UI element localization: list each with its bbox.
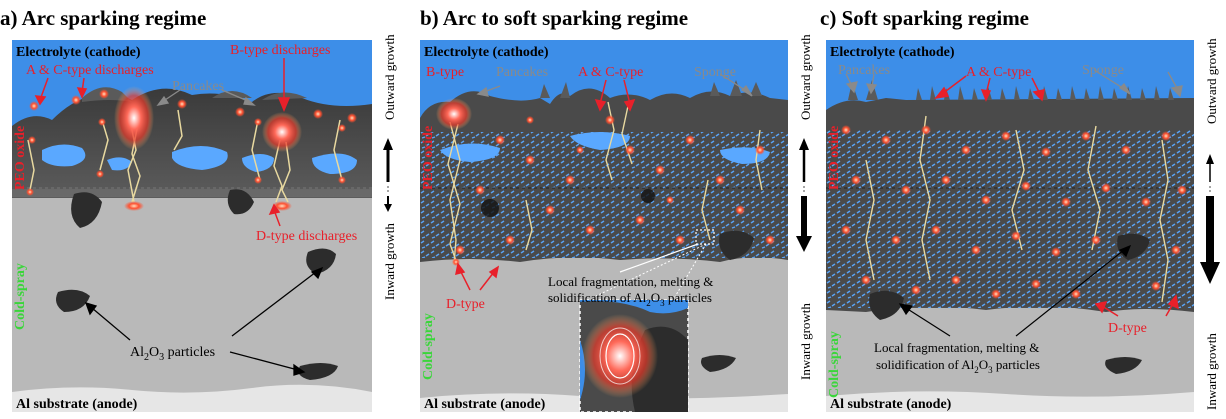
spark-dots <box>452 115 775 266</box>
panel-c-diagram: Electrolyte (cathode) Pancakes A & C-typ… <box>826 40 1194 412</box>
panel-a-diagram: Electrolyte (cathode) A & C-type dischar… <box>12 40 372 412</box>
panel-b-diagram: Electrolyte (cathode) B-type Pancakes A … <box>420 40 788 413</box>
frag-label-line1: Local fragmentation, melting & <box>874 340 1039 355</box>
outward-growth-label: Outward growth <box>382 34 397 120</box>
peo-label: PEO oxide <box>421 126 436 190</box>
spark-dots <box>26 89 357 196</box>
substrate-label: Al substrate (anode) <box>424 397 546 412</box>
sponge-label: Sponge <box>694 65 736 80</box>
ac-type-label: A & C-type <box>578 65 643 80</box>
b-type-discharge <box>436 98 472 130</box>
frag-label-line1: Local fragmentation, melting & <box>548 274 713 289</box>
growth-axis-a: Outward growth Inward growth <box>374 0 404 414</box>
coldspray-label: Cold-spray <box>13 263 28 330</box>
panel-c-title: c) Soft sparking regime <box>820 6 1030 30</box>
inward-growth-label: Inward growth <box>798 303 813 380</box>
coldspray-label: Cold-spray <box>827 331 842 398</box>
red-arrows <box>34 58 291 227</box>
inward-growth-label: Inward growth <box>382 223 397 300</box>
fragmented-particles <box>481 189 655 217</box>
growth-axis-c: Outward growth Inward growth <box>1196 0 1226 414</box>
electrolyte-label: Electrolyte (cathode) <box>16 45 141 60</box>
pancakes-label: Pancakes <box>172 79 224 94</box>
ac-discharge-label: A & C-type discharges <box>26 63 154 78</box>
frag-label-line2: solidification of Al2O3 particles <box>548 290 712 308</box>
outward-arrow-head <box>383 138 393 150</box>
particle-arrows <box>84 266 324 376</box>
substrate-label: Al substrate (anode) <box>830 397 952 412</box>
al2o3-particles <box>56 189 338 380</box>
b-type-discharge <box>114 86 154 150</box>
pancakes-label: Pancakes <box>496 65 548 80</box>
al2o3-particles <box>869 233 1150 374</box>
panel-c: Electrolyte (cathode) Pancakes A & C-typ… <box>826 40 1194 412</box>
b-type-label: B-type <box>426 65 464 80</box>
electrolyte-label: Electrolyte (cathode) <box>830 45 955 60</box>
d-discharge-label: D-type discharges <box>256 229 357 244</box>
red-arrows <box>934 75 1179 317</box>
substrate-region <box>826 391 1194 412</box>
substrate-label: Al substrate (anode) <box>16 397 138 412</box>
b-type-discharge <box>262 112 302 152</box>
spark-dots <box>841 125 1187 299</box>
outward-growth-label: Outward growth <box>1204 38 1219 124</box>
b-discharge-label: B-type discharges <box>230 43 330 58</box>
porous-layer <box>826 130 1194 308</box>
gray-arrows <box>476 73 753 97</box>
red-arrows <box>455 79 636 291</box>
frag-arrow <box>619 243 699 273</box>
d-type-label: D-type <box>1108 321 1147 336</box>
inset-zoom <box>579 299 689 413</box>
gray-arrows <box>845 69 1183 98</box>
peo-label: PEO oxide <box>827 126 842 190</box>
pancakes-label: Pancakes <box>838 63 890 78</box>
gray-arrows <box>156 89 256 106</box>
peo-label: PEO oxide <box>13 126 28 190</box>
panel-b: Electrolyte (cathode) B-type Pancakes A … <box>420 40 788 413</box>
al2o3-particles <box>701 230 754 372</box>
outward-growth-label: Outward growth <box>798 34 813 120</box>
sponge-label: Sponge <box>1082 63 1124 78</box>
inward-arrow-head <box>1200 262 1220 284</box>
electrolyte-label: Electrolyte (cathode) <box>424 45 549 60</box>
discharge-channels <box>865 115 1169 303</box>
discharge-channels <box>447 101 763 267</box>
coldspray-label: Cold-spray <box>421 313 436 380</box>
sponge-tops <box>540 80 762 98</box>
pores <box>42 144 357 174</box>
frag-arrows <box>898 244 1132 337</box>
panel-a: Electrolyte (cathode) A & C-type dischar… <box>12 40 372 412</box>
frag-label-line2: solidification of Al2O3 particles <box>876 357 1040 375</box>
inward-arrow-head <box>796 236 812 252</box>
substrate-region <box>12 384 372 412</box>
panel-b-title: b) Arc to soft sparking regime <box>420 6 689 30</box>
inward-growth-label: Inward growth <box>1204 333 1219 410</box>
panel-a-title: a) Arc sparking regime <box>0 6 207 30</box>
ac-type-label: A & C-type <box>966 65 1031 80</box>
growth-axis-b: Outward growth Inward growth <box>790 0 820 414</box>
d-type-label: D-type <box>446 297 485 312</box>
particles-label: Al2O3 particles <box>130 345 215 363</box>
